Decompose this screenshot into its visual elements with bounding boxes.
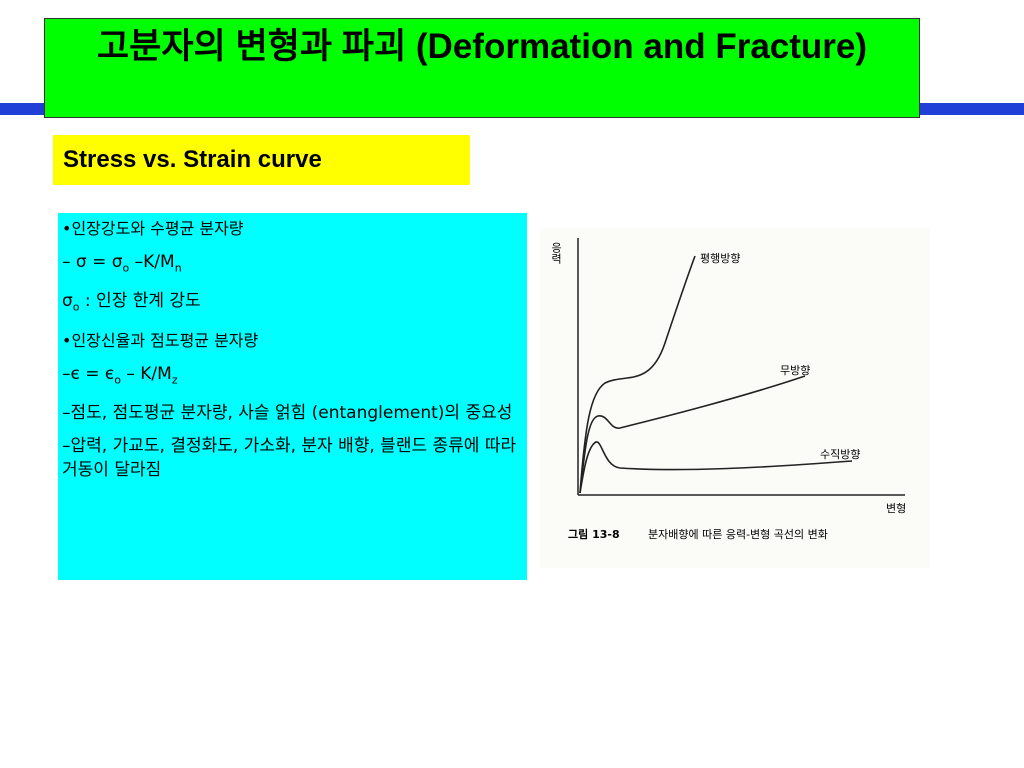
- text: –є =: [62, 363, 105, 384]
- text: : 인장 한계 강도: [79, 291, 201, 312]
- y-label: 응력: [550, 242, 563, 264]
- figure: 응력 평행방향 무방향 수직방향 변형 그림 13-8 분자배향에 따른 응력-…: [540, 228, 930, 568]
- text-item: –점도, 점도평균 분자량, 사슬 얽힘 (entanglement)의 중요성: [62, 401, 523, 425]
- text-item: –압력, 가교도, 결정화도, 가소화, 분자 배향, 블랜드 종류에 따라 거…: [62, 434, 523, 482]
- curve: [579, 255, 696, 494]
- text: •인장강도와 수평균 분자량: [62, 219, 244, 238]
- subscript: n: [174, 261, 182, 275]
- caption: 분자배향에 따른 응력-변형 곡선의 변화: [648, 528, 828, 541]
- curve-label: 무방향: [780, 364, 810, 377]
- text: •인장신율과 점도평균 분자량: [62, 330, 259, 350]
- text: σ: [62, 291, 73, 312]
- caption-number: 그림 13-8: [568, 528, 620, 541]
- text: –K/M: [129, 252, 175, 272]
- subtitle: Stress vs. Strain curve: [53, 135, 470, 185]
- text: –압력, 가교도, 결정화도, 가소화, 분자 배향, 블랜드 종류에 따라 거…: [62, 436, 517, 481]
- text: – σ = σ: [62, 252, 123, 272]
- subscript: z: [171, 373, 178, 387]
- text: є: [104, 363, 115, 384]
- text-item: •인장강도와 수평균 분자량: [62, 217, 523, 241]
- title: 고분자의 변형과 파괴 (Deformation and Fracture): [44, 18, 920, 118]
- text: –점도, 점도평균 분자량, 사슬 얽힘 (entanglement)의 중요성: [62, 403, 513, 424]
- curve: [579, 375, 806, 494]
- text: – K/M: [120, 363, 172, 384]
- curve: [579, 441, 853, 494]
- curve-label: 수직방향: [820, 448, 860, 461]
- x-label: 변형: [886, 502, 906, 515]
- subscript: o: [114, 373, 121, 387]
- text-item: σo : 인장 한계 강도: [62, 289, 523, 319]
- text-item: •인장신율과 점도평균 분자량: [62, 329, 523, 353]
- subscript: o: [122, 261, 130, 275]
- subscript: o: [72, 300, 80, 314]
- text-item: – σ = σo –K/Mn: [62, 250, 523, 280]
- text-box: •인장강도와 수평균 분자량 – σ = σo –K/Mn σo : 인장 한계 강…: [58, 213, 527, 580]
- text-item: –є = єo – K/Mz: [62, 362, 523, 392]
- curve-label: 평행방향: [700, 252, 740, 265]
